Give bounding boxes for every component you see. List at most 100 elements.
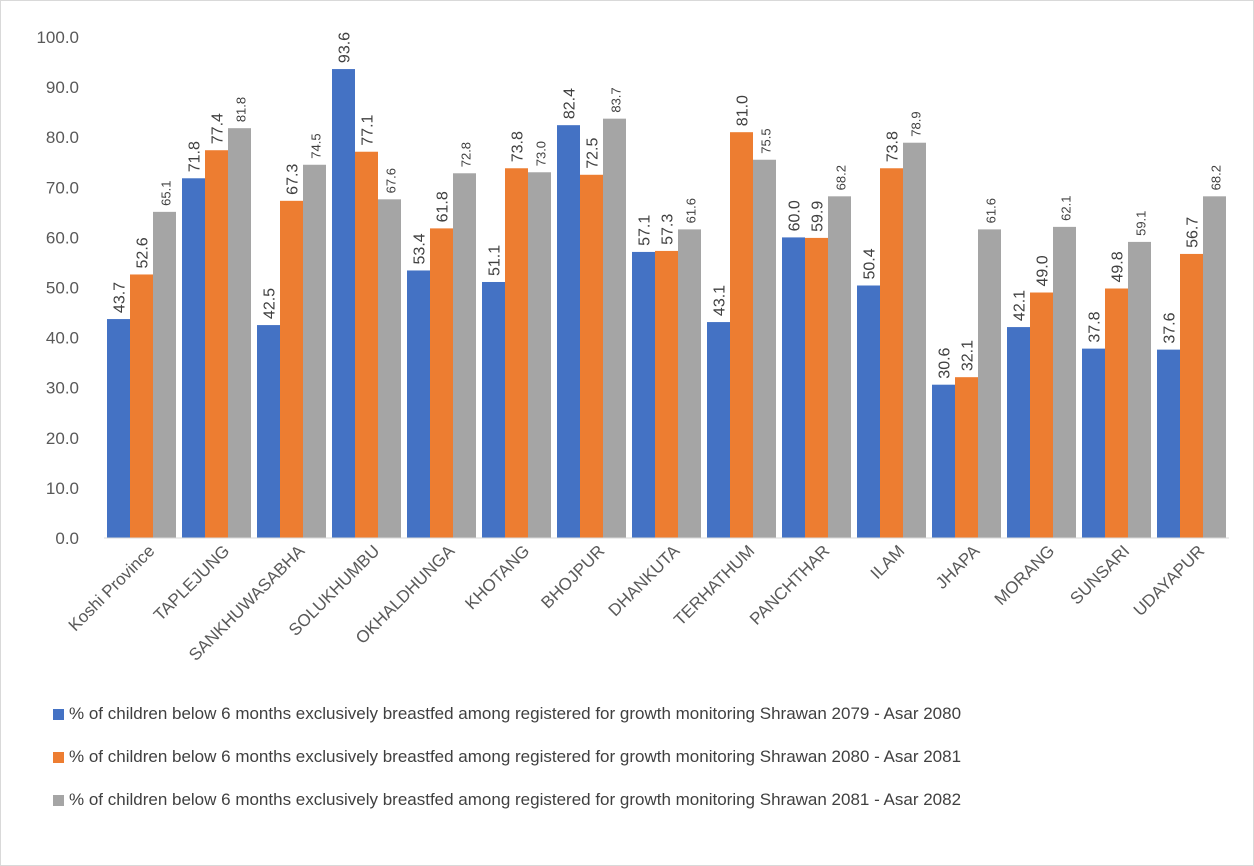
x-category-label: TAPLEJUNG (150, 541, 233, 624)
x-category-label: SUNSARI (1066, 541, 1133, 608)
bar-series-3 (753, 159, 776, 538)
bar-series-2 (655, 250, 678, 538)
data-label-series-2: 32.1 (960, 340, 977, 371)
x-category-label: DHANKUTA (605, 541, 684, 620)
data-label-series-3: 75.5 (759, 128, 774, 153)
data-label-series-1: 37.8 (1087, 311, 1104, 342)
data-label-series-2: 72.5 (585, 138, 602, 169)
data-label-series-2: 73.8 (510, 131, 527, 162)
data-label-series-2: 61.8 (435, 191, 452, 222)
data-label-series-2: 77.1 (360, 114, 377, 145)
bar-series-1 (782, 237, 805, 538)
y-tick-label: 10.0 (46, 479, 79, 498)
x-category-label: BHOJPUR (537, 541, 608, 612)
data-label-series-1: 42.1 (1012, 290, 1029, 321)
bar-series-2 (1180, 253, 1203, 539)
bar-series-1 (1082, 348, 1105, 538)
bar-series-1 (107, 319, 130, 538)
data-label-series-3: 59.1 (1134, 211, 1149, 236)
data-label-series-3: 81.8 (234, 97, 249, 122)
data-label-series-1: 50.4 (862, 248, 879, 279)
x-category-label: TERHATHUM (670, 541, 758, 629)
y-tick-label: 20.0 (46, 429, 79, 448)
data-label-series-2: 52.6 (135, 237, 152, 268)
y-tick-label: 100.0 (36, 28, 79, 47)
bar-series-1 (1157, 349, 1180, 538)
bar-series-1 (182, 178, 205, 539)
data-label-series-3: 68.2 (1209, 165, 1224, 190)
data-label-series-1: 43.1 (712, 285, 729, 316)
bar-series-3 (1053, 226, 1076, 538)
bar-series-3 (1128, 241, 1151, 538)
data-label-series-1: 30.6 (937, 347, 954, 378)
data-label-series-2: 49.0 (1035, 255, 1052, 286)
bar-series-1 (857, 285, 880, 538)
data-label-series-2: 59.9 (810, 201, 827, 232)
data-label-series-1: 57.1 (637, 215, 654, 246)
bar-series-1 (632, 251, 655, 538)
data-label-series-3: 83.7 (609, 87, 624, 112)
data-label-series-1: 71.8 (187, 141, 204, 172)
bar-series-3 (378, 199, 401, 538)
data-label-series-2: 67.3 (285, 164, 302, 195)
bar-series-1 (332, 69, 355, 539)
bar-series-3 (678, 229, 701, 538)
bar-series-1 (932, 384, 955, 538)
bar-series-3 (228, 128, 251, 538)
bar-series-2 (430, 228, 453, 538)
data-label-series-3: 65.1 (159, 181, 174, 206)
y-tick-label: 70.0 (46, 178, 79, 197)
data-label-series-1: 93.6 (337, 32, 354, 63)
data-label-series-1: 82.4 (562, 88, 579, 119)
bar-series-2 (130, 274, 153, 538)
bar-series-2 (805, 237, 828, 538)
x-category-label: JHAPA (932, 541, 984, 593)
y-tick-label: 0.0 (55, 529, 79, 548)
x-category-label: Koshi Province (65, 541, 159, 635)
bar-series-3 (303, 164, 326, 538)
data-label-series-2: 77.4 (210, 113, 227, 144)
y-tick-label: 80.0 (46, 128, 79, 147)
bar-series-2 (505, 168, 528, 538)
legend-swatch-series-2 (53, 751, 64, 763)
bar-series-3 (603, 118, 626, 539)
data-label-series-2: 73.8 (885, 131, 902, 162)
data-label-series-1: 53.4 (412, 233, 429, 264)
data-label-series-3: 72.8 (459, 142, 474, 167)
legend-label-series-3: % of children below 6 months exclusively… (69, 790, 962, 809)
x-category-label: KHOTANG (461, 541, 533, 613)
data-label-series-3: 61.6 (984, 198, 999, 223)
data-label-series-3: 73.0 (534, 141, 549, 166)
bar-series-2 (955, 377, 978, 538)
x-category-label: UDAYAPUR (1130, 541, 1208, 619)
legend-item-series-3: % of children below 6 months exclusively… (53, 790, 961, 810)
y-tick-label: 50.0 (46, 279, 79, 298)
data-label-series-1: 43.7 (112, 282, 129, 313)
y-tick-label: 40.0 (46, 329, 79, 348)
bar-series-2 (280, 200, 303, 538)
x-category-label: MORANG (991, 541, 1059, 609)
bar-series-1 (407, 270, 430, 538)
data-label-series-3: 62.1 (1059, 196, 1074, 221)
legend-item-series-1: % of children below 6 months exclusively… (53, 704, 961, 724)
data-label-series-2: 49.8 (1110, 251, 1127, 282)
y-tick-label: 90.0 (46, 78, 79, 97)
data-label-series-1: 42.5 (262, 288, 279, 319)
data-label-series-1: 51.1 (487, 245, 504, 276)
bar-series-1 (557, 125, 580, 539)
data-label-series-3: 61.6 (684, 198, 699, 223)
data-label-series-1: 37.6 (1162, 312, 1179, 343)
y-tick-label: 60.0 (46, 228, 79, 247)
bar-series-2 (355, 151, 378, 538)
bar-series-2 (1030, 292, 1053, 538)
data-label-series-2: 81.0 (735, 95, 752, 126)
bar-series-1 (1007, 327, 1030, 538)
bar-series-2 (1105, 288, 1128, 538)
bar-series-3 (903, 142, 926, 538)
x-category-label: PANCHTHAR (746, 541, 833, 628)
bar-series-3 (978, 229, 1001, 538)
data-label-series-3: 74.5 (309, 133, 324, 158)
bar-series-2 (205, 150, 228, 538)
bar-series-3 (453, 173, 476, 538)
data-label-series-3: 68.2 (834, 165, 849, 190)
